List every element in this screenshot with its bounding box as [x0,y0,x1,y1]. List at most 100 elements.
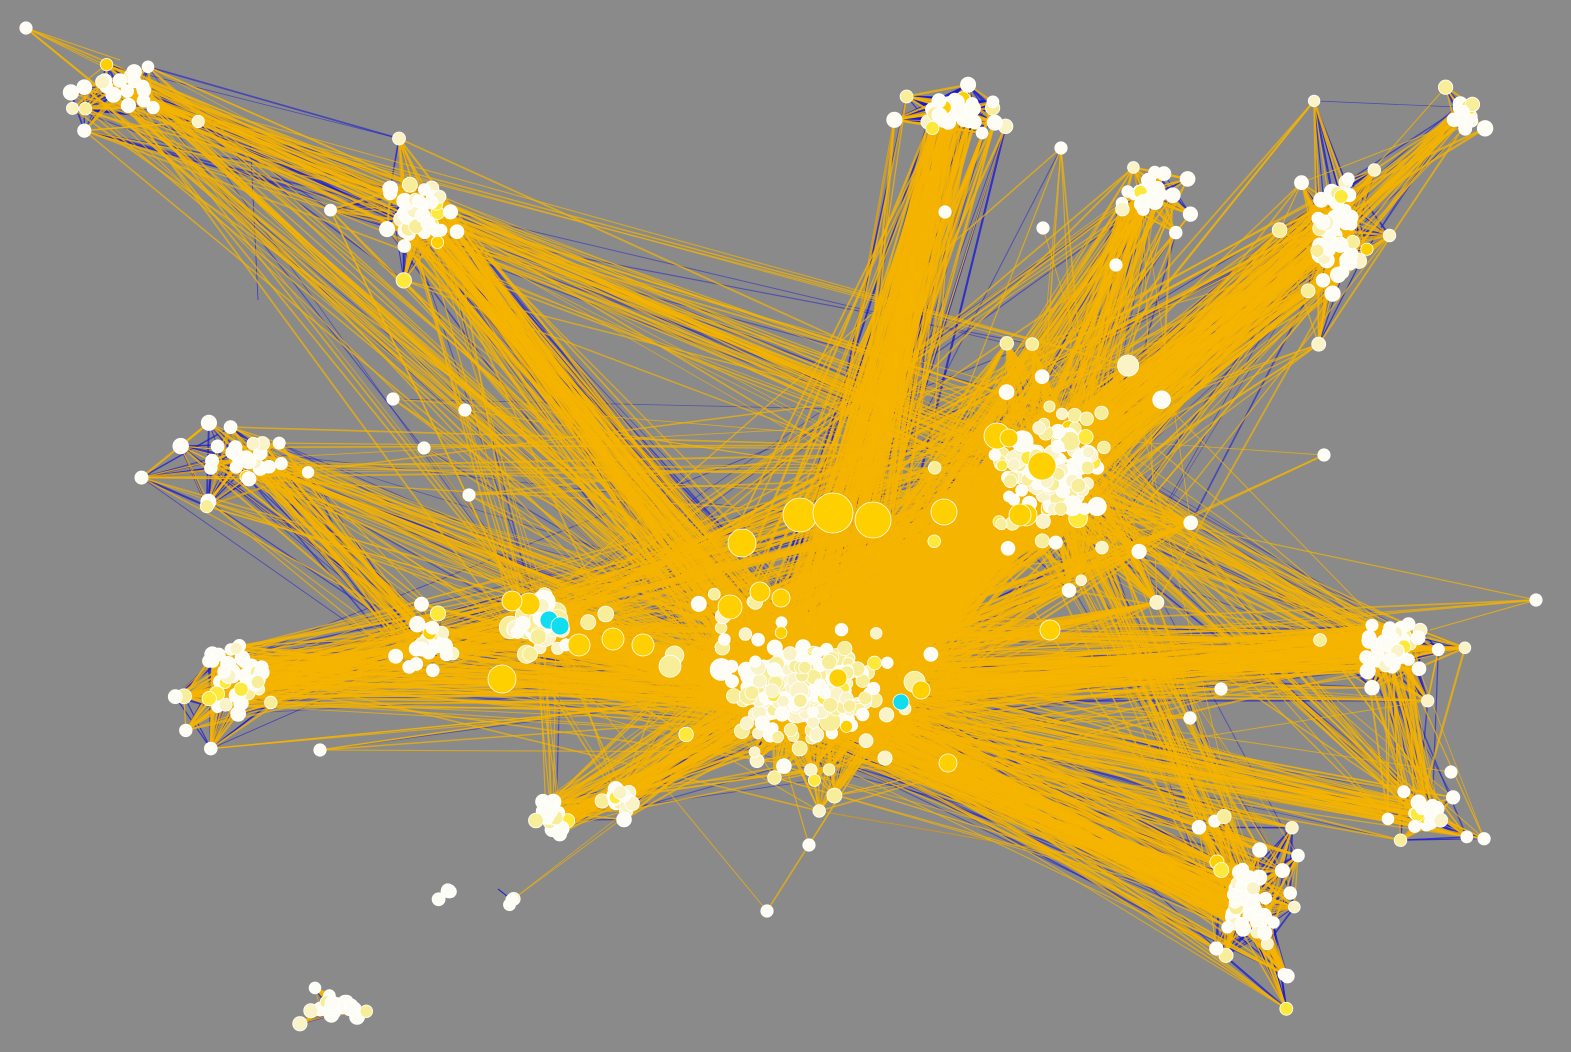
graph-node[interactable] [965,100,981,117]
graph-node[interactable] [1332,236,1349,253]
graph-node[interactable] [1380,637,1394,651]
graph-node[interactable] [754,715,770,731]
graph-node[interactable] [854,501,892,539]
graph-node[interactable] [429,223,444,238]
graph-node-highlight-cyan-node-2[interactable] [550,616,570,636]
graph-node[interactable] [379,221,396,238]
graph-node[interactable] [870,627,883,640]
graph-node[interactable] [449,224,465,240]
graph-node[interactable] [1364,680,1380,696]
graph-node[interactable] [303,1003,319,1019]
graph-node[interactable] [552,826,568,842]
graph-node[interactable] [1438,79,1454,95]
graph-node[interactable] [999,428,1019,448]
graph-node[interactable] [425,663,440,678]
graph-node[interactable] [822,763,836,776]
graph-node[interactable] [272,436,286,450]
graph-node[interactable] [1051,439,1065,454]
graph-node[interactable] [1382,228,1397,243]
graph-node[interactable] [230,705,247,722]
graph-node[interactable] [301,466,315,479]
graph-node[interactable] [1182,206,1199,222]
graph-node[interactable] [112,73,128,88]
graph-node[interactable] [417,183,431,196]
graph-node[interactable] [1401,617,1416,632]
graph-node[interactable] [1043,400,1056,413]
graph-node[interactable] [658,654,682,678]
graph-node[interactable] [409,616,426,633]
graph-node[interactable] [246,436,261,451]
graph-node[interactable] [1191,819,1207,835]
graph-node[interactable] [828,668,848,688]
graph-node[interactable] [229,460,243,474]
graph-node[interactable] [1032,421,1046,435]
graph-node[interactable] [809,727,825,742]
graph-node[interactable] [1338,203,1352,217]
graph-node[interactable] [771,730,784,744]
graph-node[interactable] [95,74,110,90]
graph-node[interactable] [1300,283,1316,299]
graph-node[interactable] [834,623,849,637]
graph-node[interactable] [837,640,853,657]
graph-node[interactable] [233,681,249,697]
graph-node[interactable] [1314,214,1331,230]
graph-node[interactable] [1080,460,1095,475]
graph-node[interactable] [424,195,439,210]
graph-node[interactable] [211,647,226,662]
graph-node[interactable] [812,492,854,534]
graph-node[interactable] [62,84,80,101]
graph-node[interactable] [127,74,142,89]
graph-node[interactable] [217,664,231,679]
graph-node[interactable] [200,414,217,431]
graph-node[interactable] [764,683,780,699]
graph-node[interactable] [1242,909,1256,922]
graph-node[interactable] [1381,812,1395,826]
graph-node[interactable] [807,706,819,718]
graph-node[interactable] [1097,440,1111,455]
node-layer[interactable] [19,21,1543,1032]
graph-node[interactable] [1169,225,1183,240]
graph-node[interactable] [748,746,761,758]
graph-node[interactable] [776,694,790,708]
graph-node[interactable] [931,93,947,109]
graph-node[interactable] [218,697,233,712]
graph-node[interactable] [930,498,958,526]
graph-node[interactable] [1330,266,1347,283]
graph-node[interactable] [313,743,327,757]
graph-node[interactable] [76,79,93,95]
graph-node[interactable] [1315,273,1331,288]
graph-node[interactable] [1294,175,1309,191]
graph-node[interactable] [881,656,894,670]
graph-node[interactable] [938,753,958,773]
graph-node[interactable] [807,773,821,787]
graph-node[interactable] [292,1016,308,1032]
graph-node[interactable] [821,653,838,671]
graph-node[interactable] [782,646,798,662]
graph-node[interactable] [254,660,269,675]
graph-node[interactable] [996,459,1008,472]
graph-node[interactable] [324,995,340,1010]
graph-node[interactable] [324,203,337,217]
graph-node[interactable] [760,904,774,918]
graph-node[interactable] [612,785,628,800]
graph-node[interactable] [1216,809,1232,825]
graph-node[interactable] [717,594,743,620]
graph-node[interactable] [440,883,455,897]
graph-node[interactable] [1257,925,1273,941]
graph-node[interactable] [1234,917,1248,931]
graph-node[interactable] [1117,354,1140,377]
graph-node[interactable] [1259,891,1273,905]
graph-node[interactable] [1003,490,1015,503]
graph-node[interactable] [274,456,288,471]
graph-node[interactable] [1361,632,1378,649]
graph-node[interactable] [1365,618,1379,632]
graph-node[interactable] [1209,941,1224,956]
graph-node[interactable] [1027,451,1057,481]
graph-node[interactable] [678,726,694,743]
graph-node[interactable] [1228,895,1242,909]
graph-node[interactable] [458,403,472,417]
graph-node[interactable] [1015,483,1029,497]
graph-node[interactable] [1183,515,1198,531]
graph-node[interactable] [241,471,257,487]
